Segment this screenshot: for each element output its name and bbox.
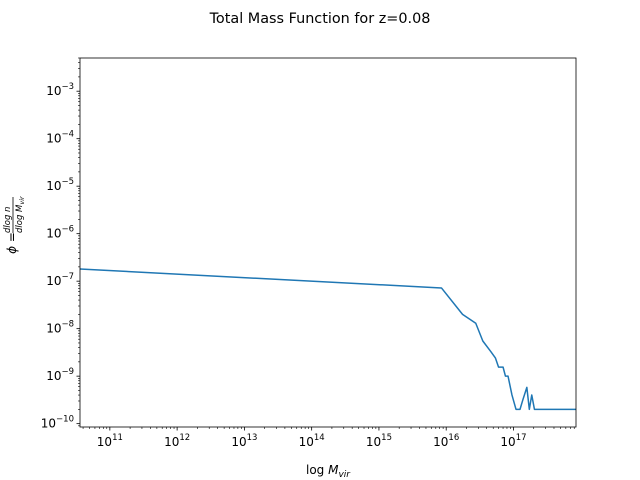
y-tick-label: 10−9 [46,367,74,383]
svg-text:log Mvir: log Mvir [306,463,351,480]
x-tick-label: 1012 [164,433,190,449]
y-tick-label: 10−7 [46,272,74,288]
y-tick-label: 10−3 [46,82,74,98]
svg-text:dlog n: dlog n [3,207,13,233]
x-tick-label: 1011 [97,433,123,449]
x-tick-label: 1013 [231,433,257,449]
y-tick-label: 10−6 [46,225,74,241]
x-tick-label: 1014 [299,433,325,449]
x-tick-label: 1015 [366,433,392,449]
y-tick-label: 10−5 [46,177,74,193]
y-axis-label: ϕ = dlog n dlog Mvir [3,195,26,254]
y-tick-label: 10−8 [46,320,74,336]
svg-text:dlog Mvir: dlog Mvir [15,195,26,233]
y-tick-label: 10−10 [41,415,74,431]
chart-title: Total Mass Function for z=0.08 [209,11,431,27]
x-tick-label: 1016 [433,433,459,449]
series-line-0 [80,268,576,411]
x-axis-label: log Mvir [306,463,351,480]
minor-ticks [78,57,575,429]
svg-text:ϕ =: ϕ = [5,232,19,254]
x-tick-label: 1017 [500,433,526,449]
y-tick-label: 10−4 [46,130,74,146]
axes-frame [79,57,577,428]
plot-area: 1011 1012 1013 1014 1015 1016 1017 10−10 10−9 10−… [41,57,577,449]
